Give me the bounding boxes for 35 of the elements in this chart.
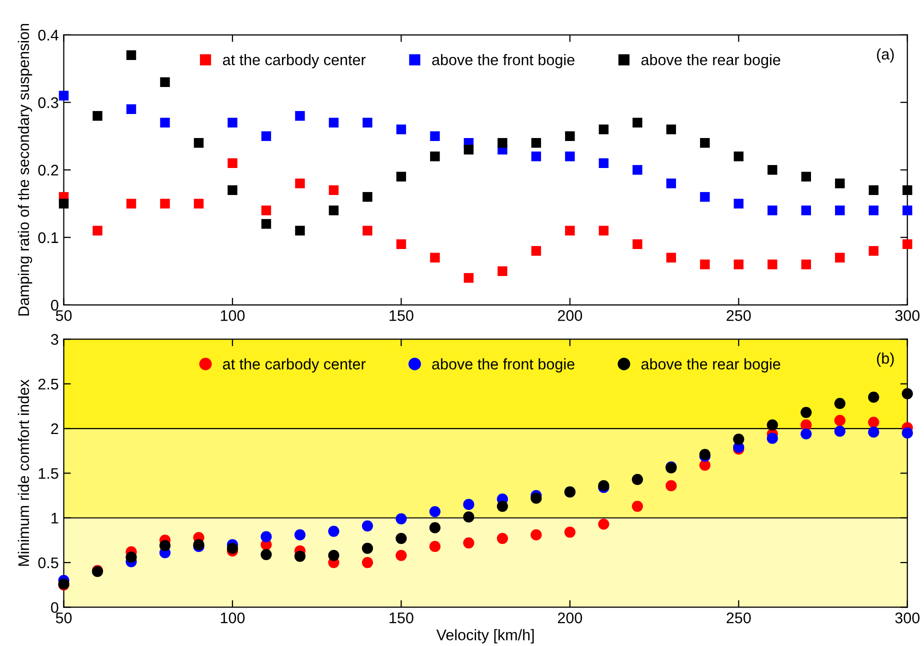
- y-tick-label: 1: [52, 512, 58, 524]
- legend-label: above the rear bogie: [641, 358, 780, 373]
- y-tick-label: 0.3: [38, 97, 58, 108]
- x-tick-label: 200: [558, 612, 582, 624]
- legend-label: at the carbody center: [222, 54, 366, 68]
- x-axis-title: Velocity [km/h]: [436, 629, 534, 644]
- legend-label: at the carbody center: [222, 358, 366, 373]
- y-tick-label: 0: [50, 602, 58, 613]
- annotation: (b): [876, 352, 894, 367]
- y-tick-label: 0.4: [38, 30, 58, 41]
- y-tick-label: 3: [50, 334, 58, 345]
- x-tick-label: 300: [895, 310, 920, 321]
- x-tick-label: 100: [220, 612, 245, 624]
- x-tick-label: 300: [895, 612, 920, 624]
- y-tick-label: 2.5: [38, 378, 58, 390]
- legend-label: above the front bogie: [432, 54, 574, 68]
- y-tick-label: 0.2: [38, 164, 58, 176]
- y-tick-label: 1.5: [38, 468, 58, 479]
- y-tick-label: 0: [50, 300, 58, 311]
- y-tick-label: 0.5: [38, 557, 58, 568]
- x-tick-label: 100: [220, 310, 245, 321]
- legend-label: above the rear bogie: [641, 54, 780, 68]
- x-tick-label: 200: [558, 310, 582, 321]
- x-tick-label: 250: [726, 310, 751, 321]
- x-tick-label: 50: [56, 612, 72, 624]
- y-tick-label: 0.1: [38, 232, 58, 244]
- y-axis-title: Minimum ride comfort index: [18, 380, 30, 566]
- annotation: (a): [876, 48, 894, 63]
- legend-label: above the front bogie: [432, 358, 574, 373]
- y-axis-title: Damping ratio of the secondary suspension: [18, 24, 32, 316]
- x-tick-label: 150: [390, 310, 414, 321]
- x-tick-label: 50: [56, 310, 72, 321]
- x-tick-label: 150: [390, 612, 414, 624]
- x-tick-label: 250: [726, 612, 751, 624]
- y-tick-label: 2: [51, 423, 58, 434]
